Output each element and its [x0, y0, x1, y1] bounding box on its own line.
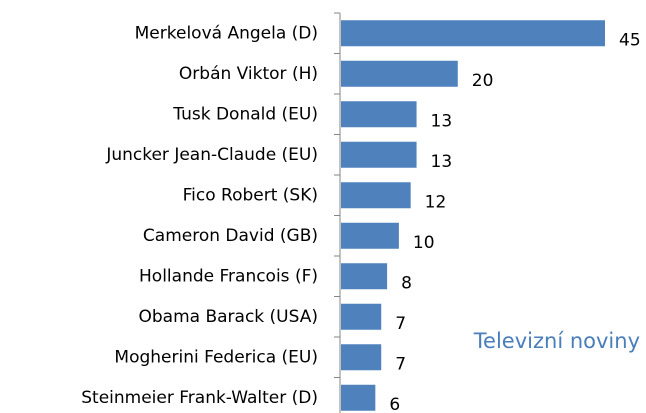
bar [341, 222, 399, 249]
value-label: 13 [431, 111, 453, 131]
value-label: 20 [472, 71, 494, 91]
value-label: 12 [425, 192, 447, 212]
bar [341, 141, 417, 168]
category-label: Cameron David (GB) [143, 226, 318, 246]
value-label: 13 [431, 152, 453, 172]
bar [341, 384, 376, 411]
category-label: Merkelová Angela (D) [135, 23, 318, 43]
bar [341, 303, 382, 330]
category-label: Juncker Jean-Claude (EU) [105, 145, 318, 165]
category-label: Hollande Francois (F) [139, 266, 318, 286]
value-label: 7 [395, 314, 406, 334]
category-label: Mogherini Federica (EU) [114, 347, 318, 367]
bar [341, 263, 388, 290]
category-label: Tusk Donald (EU) [172, 104, 318, 124]
bar [341, 60, 458, 87]
annotation: Televizní noviny [473, 329, 640, 353]
value-label: 45 [619, 30, 641, 50]
bar [341, 344, 382, 371]
value-label: 7 [395, 354, 406, 374]
value-label: 8 [401, 273, 412, 293]
category-label: Fico Robert (SK) [183, 185, 318, 205]
bar [341, 182, 411, 209]
value-label: 10 [413, 233, 435, 253]
category-label: Steinmeier Frank-Walter (D) [81, 388, 318, 408]
category-label: Orbán Viktor (H) [179, 64, 318, 84]
category-label: Obama Barack (USA) [139, 307, 319, 327]
value-label: 6 [389, 395, 400, 413]
bar [341, 101, 417, 128]
bar [341, 20, 605, 47]
